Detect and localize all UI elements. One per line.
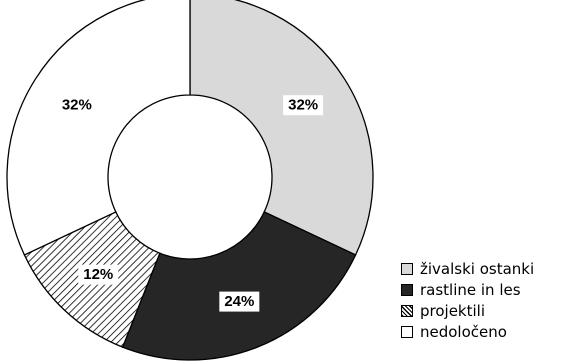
donut-slice-1 — [121, 211, 357, 361]
legend-swatch-white — [401, 325, 413, 338]
legend-swatch-dark — [401, 283, 413, 296]
legend-label: nedoločeno — [420, 322, 507, 341]
legend-swatch-hatched — [401, 304, 413, 317]
legend-swatch-light-gray — [401, 262, 413, 275]
data-label-background — [283, 95, 324, 116]
data-label: 12% — [83, 266, 113, 283]
legend-item-rastline-in-les: rastline in les — [401, 279, 534, 300]
data-label: 32% — [288, 97, 318, 114]
donut-slices — [6, 0, 374, 361]
legend-label: rastline in les — [420, 280, 521, 299]
data-label: 32% — [62, 97, 92, 114]
legend-label: živalski ostanki — [420, 259, 535, 278]
legend-item-nedoloceno: nedoločeno — [401, 321, 534, 342]
donut-slice-0 — [189, 0, 374, 256]
data-label-background — [219, 291, 260, 312]
legend-label: projektili — [420, 301, 486, 320]
legend-item-zivalski-ostanki: živalski ostanki — [401, 258, 534, 279]
data-labels: 32% 24% 12% 32% — [56, 95, 324, 312]
data-label-background — [78, 264, 119, 285]
legend-item-projektili: projektili — [401, 300, 534, 321]
data-label-background — [56, 95, 97, 116]
donut-slice-3 — [6, 0, 191, 256]
legend: živalski ostanki rastline in les projekt… — [401, 258, 534, 342]
data-label: 24% — [224, 293, 254, 310]
